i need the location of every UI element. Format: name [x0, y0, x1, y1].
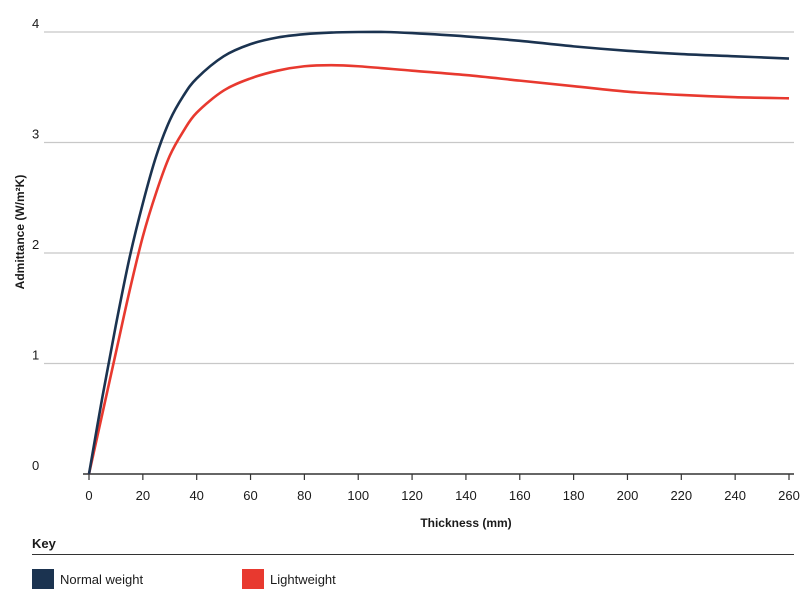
x-tick-label-80: 80 [297, 488, 311, 503]
y-axis-label: Admittance (W/m²K) [13, 175, 27, 290]
x-tick-label-100: 100 [347, 488, 369, 503]
x-tick-label-0: 0 [85, 488, 92, 503]
x-tick-label-260: 260 [778, 488, 800, 503]
y-tick-label-2: 2 [32, 237, 39, 252]
legend-divider [32, 554, 794, 555]
x-tick-label-240: 240 [724, 488, 746, 503]
series-line-normal-weight [87, 30, 790, 475]
y-tick-label-1: 1 [32, 348, 39, 363]
legend-swatch-normal-weight [32, 569, 54, 589]
x-tick-label-60: 60 [243, 488, 257, 503]
legend-label-normal-weight: Normal weight [60, 571, 144, 587]
x-tick-label-40: 40 [189, 488, 203, 503]
legend-swatch-lightweight [242, 569, 264, 589]
legend-title: Key [32, 536, 56, 551]
x-tick-label-140: 140 [455, 488, 477, 503]
series-lines [87, 30, 790, 475]
x-tick-label-220: 220 [670, 488, 692, 503]
legend-item-normal-weight: Normal weight [32, 569, 143, 589]
x-tick-label-120: 120 [401, 488, 423, 503]
admittance-chart: 0 20 40 60 80 100 120 140 160 180 200 220 240 260 0 1 2… [13, 16, 800, 530]
legend-item-lightweight: Lightweight [242, 569, 336, 589]
y-tick-label-0: 0 [32, 458, 39, 473]
legend-items: Normal weight Lightweight [32, 555, 794, 595]
y-tick-label-4: 4 [32, 16, 39, 31]
gridlines [44, 31, 794, 365]
x-axis-ticks: 0 20 40 60 80 100 120 140 160 180 200 220 240 260 [85, 474, 800, 503]
x-tick-label-200: 200 [617, 488, 639, 503]
x-axis-label: Thickness (mm) [420, 516, 511, 530]
legend: Key Normal weight Lightweight [32, 534, 794, 595]
x-tick-label-160: 160 [509, 488, 531, 503]
x-tick-label-180: 180 [563, 488, 585, 503]
y-tick-label-3: 3 [32, 127, 39, 142]
legend-label-lightweight: Lightweight [270, 571, 336, 587]
series-line-lightweight [87, 63, 790, 475]
x-tick-label-20: 20 [136, 488, 150, 503]
y-axis-ticks: 0 1 2 3 4 [32, 16, 39, 473]
